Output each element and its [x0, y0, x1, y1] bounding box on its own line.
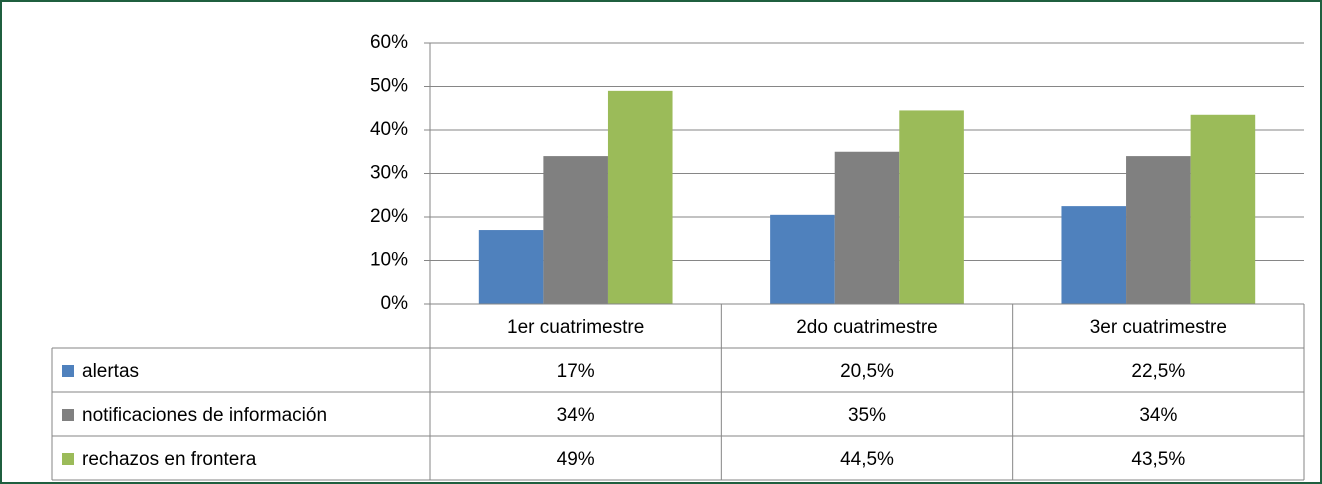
table-value: 17% [557, 361, 595, 382]
table-value: 20,5% [840, 361, 894, 382]
legend-label: notificaciones de información [82, 405, 327, 426]
legend-label: rechazos en frontera [82, 449, 257, 470]
y-tick-label: 40% [370, 119, 408, 140]
legend-key [62, 365, 74, 377]
bar [834, 151, 900, 304]
bar [1126, 156, 1191, 304]
y-tick-label: 30% [370, 163, 408, 184]
table-value: 34% [1139, 405, 1177, 426]
table-value: 22,5% [1131, 361, 1185, 382]
table-value: 35% [848, 405, 886, 426]
y-tick-label: 50% [370, 76, 408, 97]
x-tick-label: 1er cuatrimestre [507, 317, 644, 338]
table-value: 44,5% [840, 449, 894, 470]
bar [1190, 114, 1256, 305]
bar [899, 110, 964, 304]
bar [478, 230, 544, 304]
legend-key [62, 409, 74, 421]
table-value: 43,5% [1131, 449, 1185, 470]
y-tick-label: 10% [370, 250, 408, 271]
bar [770, 214, 835, 304]
table-value: 49% [557, 449, 595, 470]
legend-key [62, 453, 74, 465]
bar [607, 90, 673, 304]
bar [543, 156, 608, 304]
x-tick-label: 3er cuatrimestre [1090, 317, 1227, 338]
y-tick-label: 60% [370, 32, 408, 53]
bar [1061, 206, 1127, 304]
legend-label: alertas [82, 361, 139, 382]
table-value: 34% [557, 405, 595, 426]
x-tick-label: 2do cuatrimestre [796, 317, 938, 338]
y-tick-label: 0% [381, 293, 409, 314]
y-tick-label: 20% [370, 206, 408, 227]
